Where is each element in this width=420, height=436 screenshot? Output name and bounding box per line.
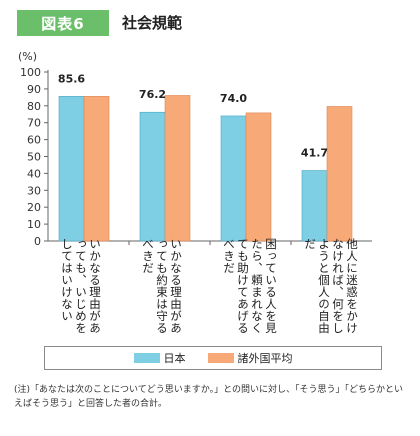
y-tick-label: 30 — [27, 184, 41, 197]
x-category-label: 困っている人を見たら、頼まれなくても助けてあげるべきだ — [222, 238, 278, 334]
legend: 日本 諸外国平均 — [44, 346, 382, 370]
x-category-label: 他人に迷惑をかけなければ、何をしようと個人の自由だ — [303, 238, 359, 334]
chart-title: 社会規範 — [122, 14, 183, 32]
legend-label-average: 諸外国平均 — [237, 352, 293, 365]
y-tick-label: 80 — [27, 100, 41, 113]
legend-item-average: 諸外国平均 — [207, 350, 293, 366]
figure-badge: 図表6 — [17, 10, 109, 36]
bar-japan — [58, 96, 85, 242]
data-label-japan: 76.2 — [139, 88, 166, 101]
y-tick-label: 60 — [27, 134, 41, 147]
y-tick-label: 0 — [34, 235, 41, 248]
data-label-japan: 41.7 — [301, 147, 328, 160]
x-category-label: いかなる理由があっても約束は守るべきだ — [141, 238, 183, 334]
legend-swatch-japan — [133, 353, 160, 363]
y-tick-label: 20 — [27, 201, 41, 214]
x-category-label: いかなる理由があっても、いじめをしてはいけない — [60, 238, 102, 334]
y-axis-unit: (%) — [18, 50, 38, 63]
y-tick-label: 100 — [20, 66, 41, 79]
data-label-japan: 74.0 — [220, 92, 247, 105]
legend-swatch-average — [207, 353, 234, 363]
y-tick-label: 10 — [27, 218, 41, 231]
bar-average — [164, 95, 191, 242]
bar-japan — [301, 170, 328, 242]
legend-label-japan: 日本 — [163, 352, 186, 365]
y-tick-label: 70 — [27, 117, 41, 130]
bar-japan — [139, 111, 166, 242]
y-tick-label: 90 — [27, 83, 41, 96]
y-tick-label: 50 — [27, 151, 41, 164]
y-tick-label: 40 — [27, 167, 41, 180]
bar-average — [83, 96, 110, 242]
footnote: (注)「あなたは次のことについてどう思いますか。」との問いに対し、「そう思う」「… — [14, 385, 403, 409]
bar-average — [326, 106, 353, 242]
bar-japan — [220, 115, 247, 242]
bar-average — [245, 112, 272, 242]
data-label-japan: 85.6 — [58, 72, 85, 85]
legend-item-japan: 日本 — [133, 350, 186, 366]
